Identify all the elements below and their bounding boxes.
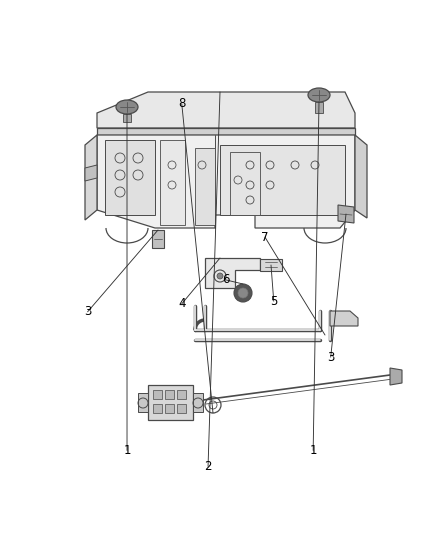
- Polygon shape: [152, 230, 164, 248]
- Polygon shape: [97, 92, 355, 128]
- Polygon shape: [123, 114, 131, 122]
- Polygon shape: [195, 148, 215, 225]
- Text: 2: 2: [204, 460, 212, 473]
- Polygon shape: [338, 205, 354, 223]
- Polygon shape: [260, 259, 282, 271]
- Polygon shape: [97, 135, 355, 228]
- Polygon shape: [85, 135, 97, 220]
- Polygon shape: [220, 145, 345, 215]
- Text: 4: 4: [178, 297, 186, 310]
- Polygon shape: [177, 404, 186, 413]
- Polygon shape: [315, 102, 323, 113]
- Text: 3: 3: [327, 351, 334, 364]
- Polygon shape: [165, 404, 174, 413]
- Polygon shape: [355, 135, 367, 218]
- Circle shape: [217, 273, 223, 279]
- Polygon shape: [85, 165, 97, 181]
- Polygon shape: [105, 140, 155, 215]
- Text: 1: 1: [123, 444, 131, 457]
- Circle shape: [238, 288, 248, 298]
- Text: 6: 6: [222, 273, 230, 286]
- Polygon shape: [177, 390, 186, 399]
- Polygon shape: [193, 393, 203, 412]
- Ellipse shape: [116, 100, 138, 114]
- Polygon shape: [153, 404, 162, 413]
- Circle shape: [234, 284, 252, 302]
- Ellipse shape: [308, 88, 330, 102]
- Polygon shape: [205, 258, 260, 288]
- Polygon shape: [97, 128, 355, 135]
- Text: 8: 8: [178, 98, 185, 110]
- Text: 5: 5: [270, 295, 277, 308]
- Polygon shape: [148, 385, 193, 420]
- Text: 3: 3: [84, 305, 91, 318]
- Polygon shape: [160, 140, 185, 225]
- Polygon shape: [138, 393, 148, 412]
- Polygon shape: [330, 311, 358, 326]
- Text: 1: 1: [309, 444, 317, 457]
- Text: 7: 7: [261, 231, 269, 244]
- Polygon shape: [165, 390, 174, 399]
- Polygon shape: [230, 152, 260, 215]
- Polygon shape: [153, 390, 162, 399]
- Polygon shape: [390, 368, 402, 385]
